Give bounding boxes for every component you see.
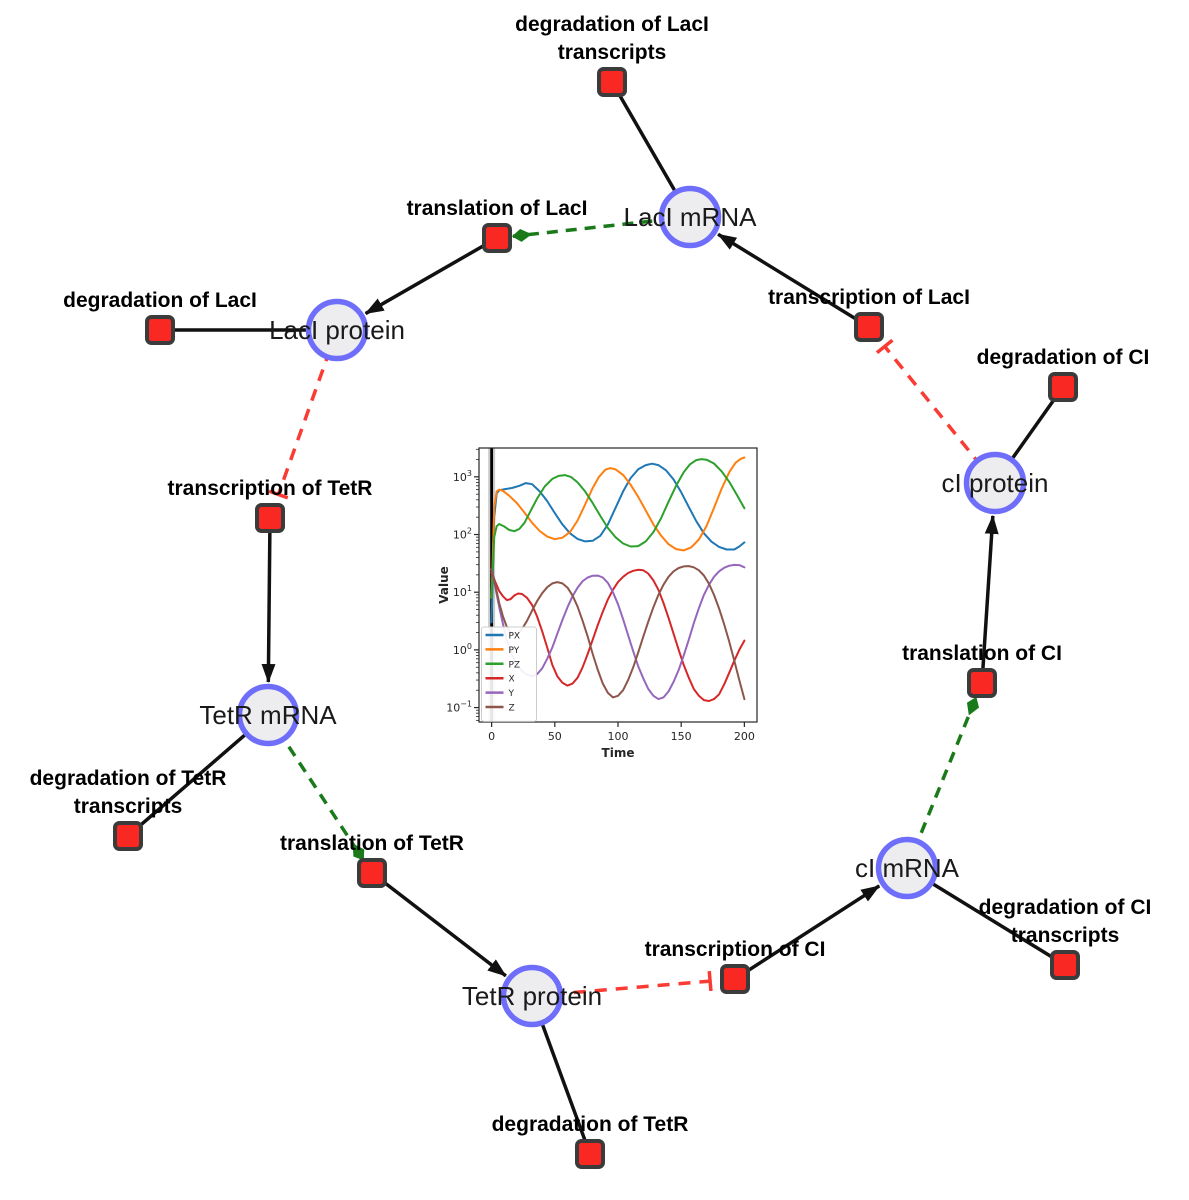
species-label-laci_protein: LacI protein [269, 315, 405, 345]
reaction-node-deg_laci[interactable] [145, 315, 175, 345]
series-line-Z [490, 565, 746, 701]
reaction-label-deg_ci: degradation of CI [977, 346, 1150, 369]
reaction-node-transl_tetr[interactable] [357, 858, 387, 888]
series-line-X [490, 568, 746, 702]
reaction-node-deg_tetr[interactable] [575, 1139, 605, 1169]
reaction-label-deg_laci: degradation of LacI [63, 289, 257, 312]
edge-modifier-ci_mrna-transl_ci [905, 696, 980, 869]
species-label-tetr_mrna: TetR mRNA [199, 700, 337, 730]
reaction-label-deg_tetr_tx-line2: transcripts [74, 795, 183, 818]
species-label-tetr_protein: TetR protein [462, 981, 602, 1011]
y-axis-label: Value [437, 566, 451, 604]
reaction-label-deg_ci_tx-line2: transcripts [1011, 924, 1120, 947]
species-label-ci_mrna: cI mRNA [855, 853, 960, 883]
reaction-node-txn_tetr[interactable] [255, 503, 285, 533]
edge-production-txn_ci-ci_mrna [734, 884, 881, 981]
y-tick-label: 101 [453, 584, 472, 599]
species-node-laci_mrna[interactable] [658, 185, 722, 249]
reaction-node-deg_laci_tx[interactable] [597, 67, 627, 97]
species-node-ci_mrna[interactable] [875, 836, 939, 900]
reaction-node-transl_ci[interactable] [967, 668, 997, 698]
timeseries-chart: 0 50 100 150 200 10−1 100 101 102 103 PX PY PZ XYZ T… [437, 447, 758, 760]
reaction-label-deg_laci_tx-line2: transcripts [558, 41, 667, 64]
x-tick-label: 50 [548, 730, 562, 743]
legend-label-PY: PY [509, 646, 520, 656]
reaction-label-transl_tetr: translation of TetR [280, 832, 464, 855]
reaction-label-txn_tetr: transcription of TetR [168, 477, 373, 500]
series-line-PX [490, 462, 746, 624]
reaction-label-transl_laci: translation of LacI [407, 197, 588, 220]
reaction-node-transl_laci[interactable] [482, 223, 512, 253]
reaction-label-deg_ci_tx-line1: degradation of CI [979, 896, 1152, 919]
species-node-laci_protein[interactable] [305, 298, 369, 362]
edge-production-transl_tetr-tetr_protein [370, 871, 507, 978]
reaction-label-deg_laci_tx-line1: degradation of LacI [515, 13, 709, 36]
reaction-label-deg_tetr_tx-line1: degradation of TetR [30, 767, 227, 790]
x-axis-label: Time [602, 746, 635, 760]
y-tick-label: 100 [453, 642, 472, 657]
legend-label-PZ: PZ [509, 660, 521, 670]
simulation-plot-inset: 0 50 100 150 200 10−1 100 101 102 103 PX PY PZ X Y Z T… [436, 437, 790, 770]
node-layer [113, 67, 1080, 1169]
species-node-tetr_protein[interactable] [500, 964, 564, 1028]
reaction-label-txn_ci: transcription of CI [645, 938, 826, 961]
edge-production-txn_laci-laci_mrna [717, 232, 870, 329]
reaction-node-deg_tetr_tx[interactable] [113, 821, 143, 851]
reaction-node-deg_ci[interactable] [1048, 372, 1078, 402]
reaction-label-txn_laci: transcription of LacI [768, 286, 970, 309]
x-tick-label: 100 [608, 730, 629, 743]
x-tick-label: 200 [734, 730, 755, 743]
legend-label-Y: Y [508, 689, 515, 699]
reaction-node-deg_ci_tx[interactable] [1050, 950, 1080, 980]
legend-label-X: X [509, 675, 515, 685]
series-line-PZ [490, 458, 746, 599]
reaction-node-txn_laci[interactable] [854, 312, 884, 342]
edge-production-transl_ci-ci_protein [980, 514, 999, 684]
y-tick-label: 10−1 [446, 700, 472, 715]
series-line-PY [490, 456, 746, 599]
edge-production-txn_tetr-tetr_mrna [261, 517, 276, 684]
species-node-tetr_mrna[interactable] [236, 683, 300, 747]
y-tick-label: 103 [453, 469, 472, 484]
legend-label-Z: Z [509, 704, 515, 714]
label-layer: LacI mRNA LacI protein TetR mRNA TetR prote… [30, 13, 1152, 1136]
edge-production-transl_laci-laci_protein [364, 236, 498, 316]
reaction-node-txn_ci[interactable] [720, 964, 750, 994]
y-tick-label: 102 [453, 527, 472, 542]
species-node-ci_protein[interactable] [963, 451, 1027, 515]
x-tick-label: 150 [671, 730, 692, 743]
species-label-laci_mrna: LacI mRNA [624, 202, 758, 232]
species-label-ci_protein: cI protein [942, 468, 1049, 498]
x-tick-label: 0 [488, 730, 495, 743]
reaction-label-transl_ci: translation of CI [902, 642, 1062, 665]
legend-label-PX: PX [509, 632, 521, 642]
reaction-label-deg_tetr: degradation of TetR [492, 1113, 689, 1136]
